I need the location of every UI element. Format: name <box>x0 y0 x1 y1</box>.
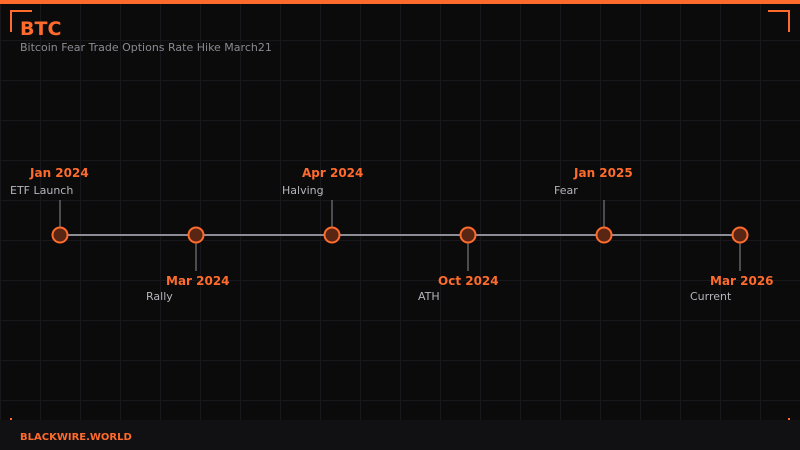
corner-bracket-top-left <box>10 10 32 32</box>
event-label: ETF Launch <box>10 184 74 197</box>
event-node <box>187 226 205 244</box>
event-label: ATH <box>418 290 440 303</box>
event-date: Jan 2024 <box>30 166 89 180</box>
page-subtitle: Bitcoin Fear Trade Options Rate Hike Mar… <box>20 41 272 54</box>
event-node <box>731 226 749 244</box>
event-date: Mar 2026 <box>710 274 774 288</box>
top-accent-bar <box>0 0 800 4</box>
footer-bar <box>0 420 800 450</box>
event-label: Fear <box>554 184 578 197</box>
event-date: Jan 2025 <box>574 166 633 180</box>
event-date: Oct 2024 <box>438 274 499 288</box>
event-node <box>459 226 477 244</box>
event-node <box>323 226 341 244</box>
event-node <box>595 226 613 244</box>
event-node <box>51 226 69 244</box>
event-label: Current <box>690 290 732 303</box>
corner-bracket-top-right <box>768 10 790 32</box>
event-date: Mar 2024 <box>166 274 230 288</box>
event-label: Rally <box>146 290 173 303</box>
page-title: BTC <box>20 18 62 40</box>
event-label: Halving <box>282 184 324 197</box>
event-date: Apr 2024 <box>302 166 364 180</box>
footer-brand: BLACKWIRE.WORLD <box>20 432 132 443</box>
